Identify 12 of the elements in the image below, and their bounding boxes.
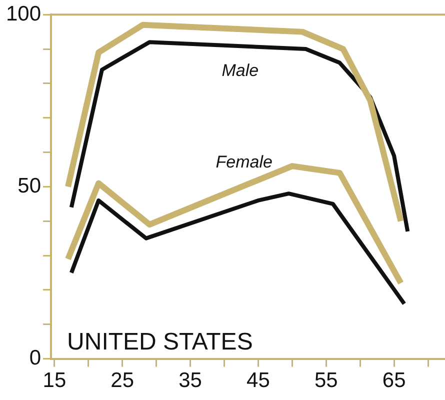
y-tick-label: 50: [18, 174, 42, 198]
annotation: Female: [216, 152, 272, 172]
x-tick-label: 65: [382, 369, 406, 392]
x-tick-label: 15: [42, 369, 66, 392]
x-tick-label: 45: [246, 369, 270, 392]
text: UNITED STATES: [67, 328, 253, 356]
y-tick-label: 100: [6, 2, 42, 26]
x-tick-label: 55: [314, 369, 338, 392]
x-tick-label: 35: [178, 369, 202, 392]
y-tick-label: 0: [29, 346, 42, 370]
annotation: Male: [222, 61, 259, 80]
x-tick-label: 25: [110, 369, 134, 392]
